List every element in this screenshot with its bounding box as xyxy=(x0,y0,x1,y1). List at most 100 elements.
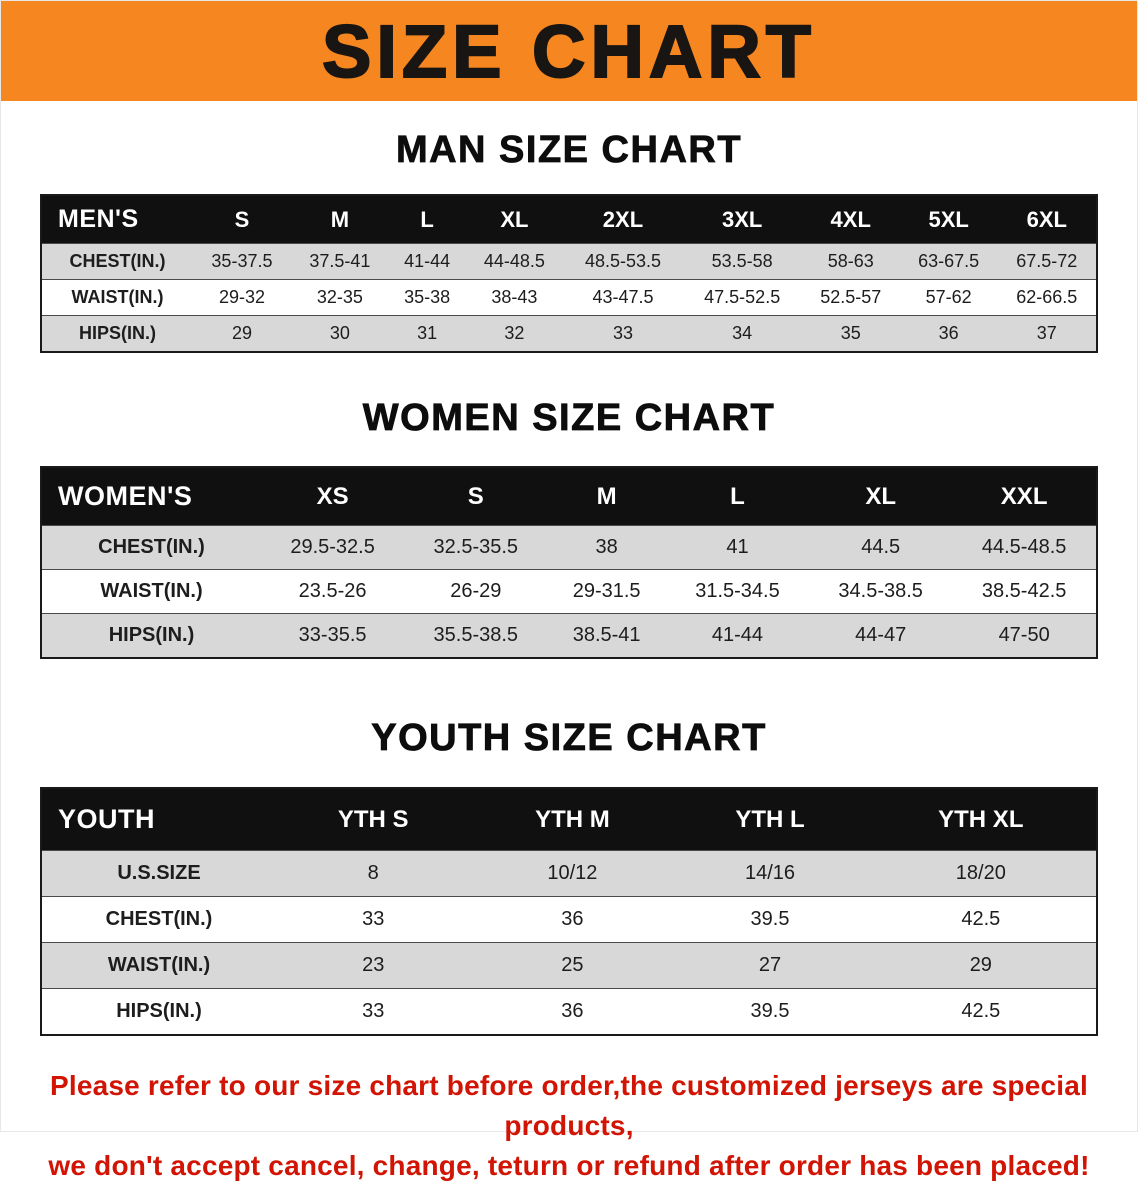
measurement-value-cell: 41-44 xyxy=(666,614,809,659)
measurement-label-cell: CHEST(IN.) xyxy=(41,897,276,943)
measurement-value-cell: 44-47 xyxy=(809,614,952,659)
size-column-header: XL xyxy=(465,195,563,244)
measurement-value-cell: 29 xyxy=(193,316,291,353)
measurement-label-cell: U.S.SIZE xyxy=(41,851,276,897)
measurement-value-cell: 34.5-38.5 xyxy=(809,570,952,614)
measurement-value-cell: 33 xyxy=(563,316,682,353)
measurement-value-cell: 39.5 xyxy=(674,897,865,943)
banner: SIZE CHART xyxy=(1,1,1137,101)
size-column-header: YTH XL xyxy=(866,788,1097,851)
measurement-value-cell: 33-35.5 xyxy=(261,614,404,659)
measurement-value-cell: 31 xyxy=(389,316,466,353)
size-column-header: S xyxy=(193,195,291,244)
size-column-header: M xyxy=(547,467,665,526)
measurement-value-cell: 42.5 xyxy=(866,989,1097,1036)
measurement-value-cell: 58-63 xyxy=(802,244,900,280)
measurement-label-cell: CHEST(IN.) xyxy=(41,244,193,280)
size-column-header: S xyxy=(404,467,547,526)
size-column-header: L xyxy=(389,195,466,244)
measurement-value-cell: 32.5-35.5 xyxy=(404,526,547,570)
measurement-value-cell: 25 xyxy=(470,943,674,989)
measurement-value-cell: 43-47.5 xyxy=(563,280,682,316)
measurement-value-cell: 37 xyxy=(998,316,1097,353)
measurement-label-cell: HIPS(IN.) xyxy=(41,614,261,659)
disclaimer-line-2: we don't accept cancel, change, teturn o… xyxy=(1,1146,1137,1185)
measurement-value-cell: 33 xyxy=(276,897,470,943)
measurement-label-cell: WAIST(IN.) xyxy=(41,280,193,316)
measurement-value-cell: 39.5 xyxy=(674,989,865,1036)
measurement-value-cell: 33 xyxy=(276,989,470,1036)
table-title-cell: WOMEN'S xyxy=(41,467,261,526)
size-column-header: XXL xyxy=(952,467,1097,526)
measurement-value-cell: 27 xyxy=(674,943,865,989)
measurement-value-cell: 23.5-26 xyxy=(261,570,404,614)
measurement-label-cell: WAIST(IN.) xyxy=(41,570,261,614)
measurement-value-cell: 29-31.5 xyxy=(547,570,665,614)
measurement-value-cell: 42.5 xyxy=(866,897,1097,943)
measurement-value-cell: 35-38 xyxy=(389,280,466,316)
measurement-value-cell: 32-35 xyxy=(291,280,389,316)
measurement-value-cell: 53.5-58 xyxy=(683,244,802,280)
measurement-value-cell: 44.5-48.5 xyxy=(952,526,1097,570)
table-title-cell: MEN'S xyxy=(41,195,193,244)
size-column-header: XL xyxy=(809,467,952,526)
size-column-header: XS xyxy=(261,467,404,526)
measurement-value-cell: 62-66.5 xyxy=(998,280,1097,316)
measurement-label-cell: CHEST(IN.) xyxy=(41,526,261,570)
measurement-value-cell: 47.5-52.5 xyxy=(683,280,802,316)
measurement-value-cell: 36 xyxy=(470,989,674,1036)
measurement-label-cell: HIPS(IN.) xyxy=(41,316,193,353)
measurement-value-cell: 26-29 xyxy=(404,570,547,614)
measurement-value-cell: 32 xyxy=(465,316,563,353)
measurement-value-cell: 44.5 xyxy=(809,526,952,570)
measurement-value-cell: 63-67.5 xyxy=(900,244,998,280)
men-section-heading: MAN SIZE CHART xyxy=(1,129,1137,172)
women-section-heading: WOMEN SIZE CHART xyxy=(1,397,1137,440)
size-column-header: YTH M xyxy=(470,788,674,851)
measurement-value-cell: 48.5-53.5 xyxy=(563,244,682,280)
measurement-value-cell: 10/12 xyxy=(470,851,674,897)
measurement-value-cell: 8 xyxy=(276,851,470,897)
measurement-value-cell: 30 xyxy=(291,316,389,353)
measurement-value-cell: 29-32 xyxy=(193,280,291,316)
measurement-value-cell: 57-62 xyxy=(900,280,998,316)
size-column-header: L xyxy=(666,467,809,526)
measurement-value-cell: 47-50 xyxy=(952,614,1097,659)
disclaimer: Please refer to our size chart before or… xyxy=(1,1066,1137,1185)
measurement-value-cell: 14/16 xyxy=(674,851,865,897)
measurement-value-cell: 18/20 xyxy=(866,851,1097,897)
measurement-value-cell: 41-44 xyxy=(389,244,466,280)
size-column-header: YTH L xyxy=(674,788,865,851)
table-title-cell: YOUTH xyxy=(41,788,276,851)
measurement-value-cell: 31.5-34.5 xyxy=(666,570,809,614)
measurement-label-cell: HIPS(IN.) xyxy=(41,989,276,1036)
measurement-value-cell: 35-37.5 xyxy=(193,244,291,280)
disclaimer-line-1: Please refer to our size chart before or… xyxy=(1,1066,1137,1146)
youth-section-heading: YOUTH SIZE CHART xyxy=(1,717,1137,760)
size-column-header: M xyxy=(291,195,389,244)
measurement-value-cell: 35.5-38.5 xyxy=(404,614,547,659)
measurement-value-cell: 36 xyxy=(900,316,998,353)
measurement-value-cell: 23 xyxy=(276,943,470,989)
measurement-value-cell: 35 xyxy=(802,316,900,353)
measurement-value-cell: 38.5-42.5 xyxy=(952,570,1097,614)
measurement-value-cell: 37.5-41 xyxy=(291,244,389,280)
measurement-value-cell: 52.5-57 xyxy=(802,280,900,316)
measurement-value-cell: 44-48.5 xyxy=(465,244,563,280)
size-column-header: 3XL xyxy=(683,195,802,244)
